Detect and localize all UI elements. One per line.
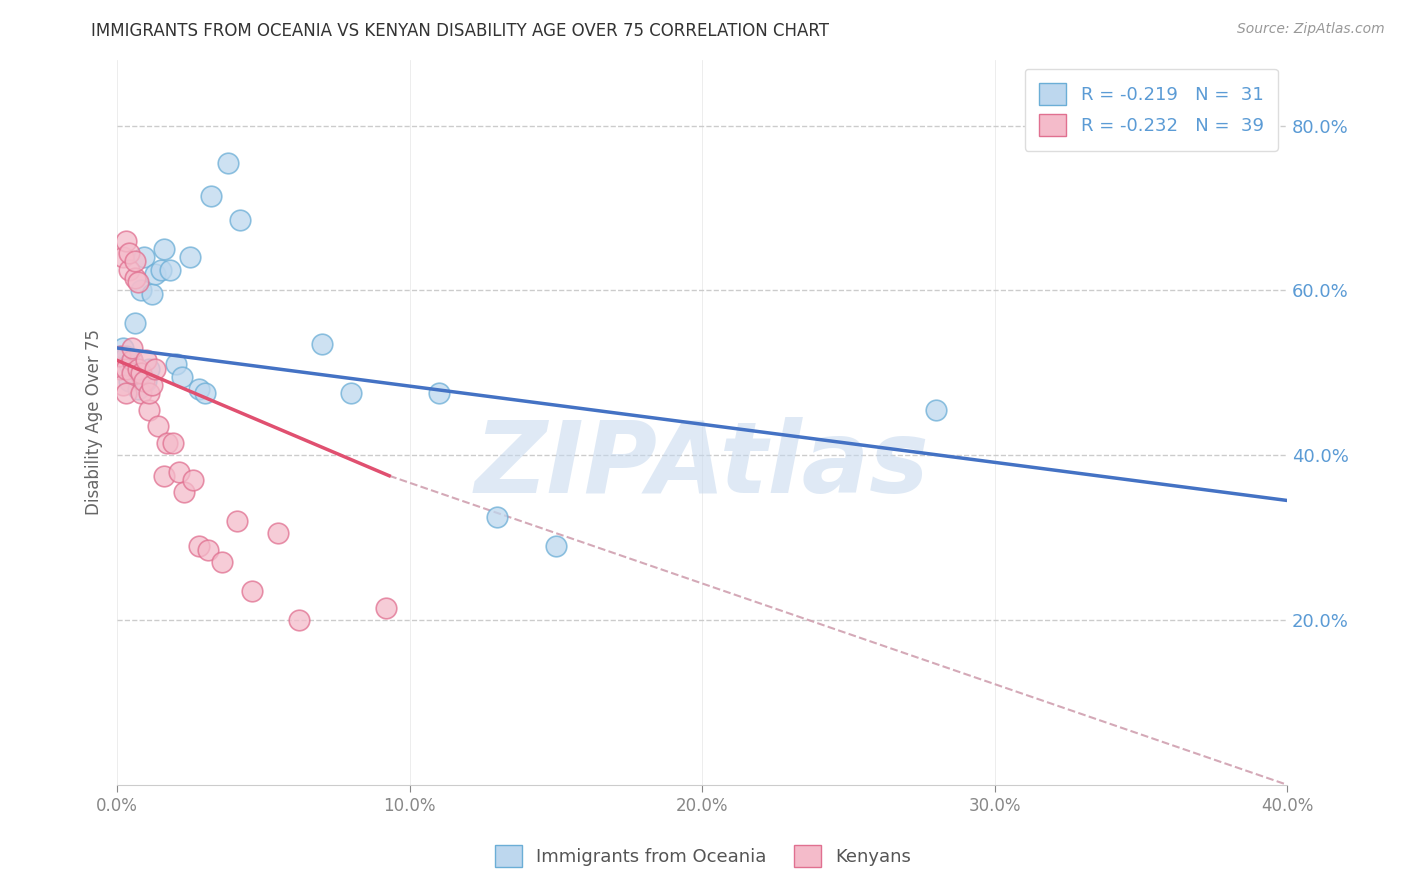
Text: ZIPAtlas: ZIPAtlas	[475, 417, 929, 514]
Legend: Immigrants from Oceania, Kenyans: Immigrants from Oceania, Kenyans	[488, 838, 918, 874]
Point	[173, 485, 195, 500]
Point	[427, 386, 450, 401]
Point	[141, 287, 163, 301]
Point	[925, 402, 948, 417]
Point	[217, 155, 239, 169]
Point	[267, 526, 290, 541]
Point	[135, 353, 157, 368]
Point	[156, 435, 179, 450]
Point	[121, 366, 143, 380]
Point	[112, 341, 135, 355]
Point	[108, 361, 131, 376]
Point	[153, 468, 176, 483]
Point	[143, 361, 166, 376]
Point	[129, 283, 152, 297]
Point	[127, 382, 149, 396]
Point	[118, 358, 141, 372]
Point	[118, 246, 141, 260]
Point	[226, 514, 249, 528]
Point	[170, 369, 193, 384]
Point	[194, 386, 217, 401]
Point	[132, 374, 155, 388]
Text: Source: ZipAtlas.com: Source: ZipAtlas.com	[1237, 22, 1385, 37]
Point	[121, 353, 143, 368]
Point	[124, 366, 146, 380]
Point	[127, 361, 149, 376]
Point	[124, 271, 146, 285]
Point	[115, 234, 138, 248]
Point	[112, 251, 135, 265]
Point	[115, 386, 138, 401]
Point	[340, 386, 363, 401]
Point	[132, 251, 155, 265]
Point	[115, 361, 138, 376]
Point	[150, 262, 173, 277]
Point	[159, 262, 181, 277]
Point	[544, 539, 567, 553]
Point	[240, 584, 263, 599]
Point	[129, 386, 152, 401]
Point	[375, 600, 398, 615]
Point	[121, 341, 143, 355]
Point	[124, 254, 146, 268]
Point	[129, 366, 152, 380]
Point	[179, 251, 201, 265]
Point	[311, 337, 333, 351]
Point	[188, 382, 211, 396]
Point	[287, 613, 309, 627]
Point	[188, 539, 211, 553]
Point	[138, 402, 160, 417]
Point	[118, 374, 141, 388]
Legend: R = -0.219   N =  31, R = -0.232   N =  39: R = -0.219 N = 31, R = -0.232 N = 39	[1025, 69, 1278, 151]
Point	[162, 435, 184, 450]
Point	[118, 262, 141, 277]
Point	[121, 353, 143, 368]
Text: IMMIGRANTS FROM OCEANIA VS KENYAN DISABILITY AGE OVER 75 CORRELATION CHART: IMMIGRANTS FROM OCEANIA VS KENYAN DISABI…	[91, 22, 830, 40]
Point	[211, 555, 233, 569]
Point	[135, 374, 157, 388]
Point	[143, 267, 166, 281]
Point	[181, 473, 204, 487]
Y-axis label: Disability Age Over 75: Disability Age Over 75	[86, 329, 103, 516]
Point	[197, 542, 219, 557]
Point	[200, 188, 222, 202]
Point	[124, 316, 146, 330]
Point	[112, 378, 135, 392]
Point	[153, 242, 176, 256]
Point	[141, 378, 163, 392]
Point	[229, 213, 252, 227]
Point	[165, 358, 187, 372]
Point	[167, 465, 190, 479]
Point	[108, 349, 131, 363]
Point	[138, 386, 160, 401]
Point	[146, 419, 169, 434]
Point	[115, 349, 138, 363]
Point	[138, 361, 160, 376]
Point	[486, 510, 509, 524]
Point	[127, 275, 149, 289]
